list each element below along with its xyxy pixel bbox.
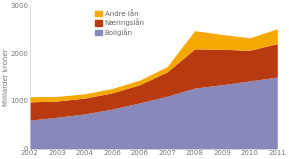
Legend: Andre lån, Næringslån, Boliglån: Andre lån, Næringslån, Boliglån [95, 10, 145, 36]
Y-axis label: Milliarder kroner: Milliarder kroner [3, 48, 9, 106]
